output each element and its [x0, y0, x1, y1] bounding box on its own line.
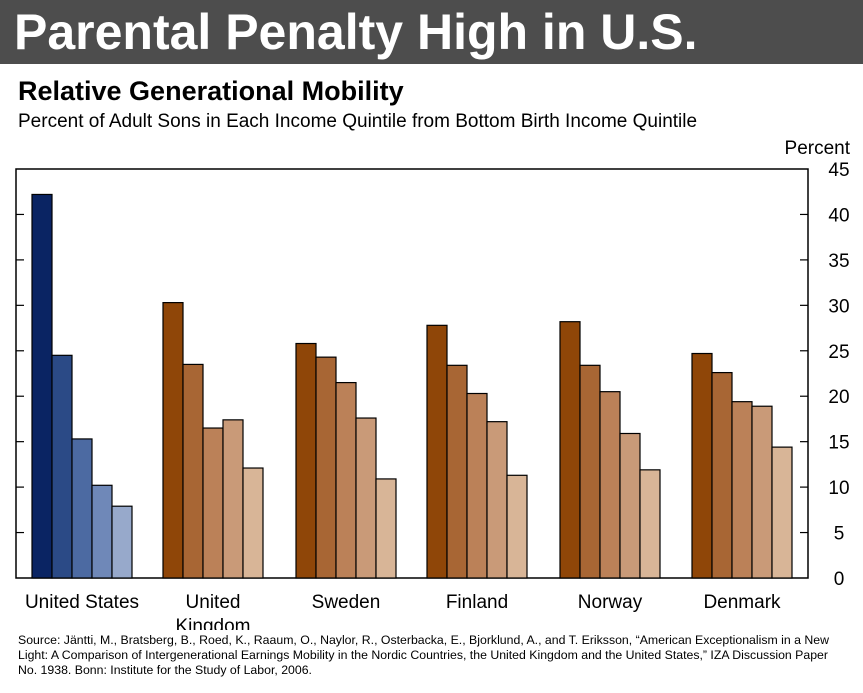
category-label: United	[186, 592, 241, 613]
bar	[335, 381, 357, 579]
bar	[71, 438, 93, 579]
y-tick-label: 10	[828, 478, 849, 499]
title-banner: Parental Penalty High in U.S.	[0, 0, 863, 64]
bar	[315, 356, 337, 579]
bar	[355, 417, 377, 579]
bar	[426, 324, 448, 579]
category-label: Finland	[446, 592, 508, 613]
y-tick-label: 45	[828, 160, 849, 181]
y-tick-label: 5	[834, 524, 845, 545]
y-axis-label: Percent	[785, 138, 851, 159]
bar	[691, 352, 713, 579]
category-label: Sweden	[312, 592, 381, 613]
bar	[639, 469, 661, 579]
category-label: Kingdom	[176, 616, 251, 630]
y-tick-label: 30	[828, 296, 849, 317]
bar	[446, 364, 468, 579]
bar	[295, 342, 317, 579]
chart-title: Relative Generational Mobility	[18, 76, 404, 106]
bar	[162, 302, 184, 579]
plot-frame	[15, 168, 809, 579]
bar	[579, 364, 601, 579]
bar	[31, 193, 53, 579]
bar	[242, 467, 264, 579]
y-tick-label: 35	[828, 251, 849, 272]
category-label: United States	[25, 592, 139, 613]
source-note: Source: Jäntti, M., Bratsberg, B., Roed,…	[18, 633, 830, 677]
bar	[91, 484, 113, 579]
bar	[202, 427, 224, 579]
y-tick-label: 40	[828, 205, 849, 226]
bar	[619, 432, 641, 579]
y-tick-label: 0	[834, 569, 845, 590]
bar	[466, 392, 488, 579]
chart-subtitle: Percent of Adult Sons in Each Income Qui…	[18, 111, 698, 132]
bar	[771, 446, 793, 579]
bar	[111, 505, 133, 579]
bar	[751, 405, 773, 579]
bar	[559, 321, 581, 579]
y-tick-label: 20	[828, 387, 849, 408]
bar	[711, 371, 733, 579]
bar	[51, 354, 73, 579]
bar	[599, 391, 621, 579]
y-tick-label: 25	[828, 342, 849, 363]
bar	[222, 419, 244, 579]
bar	[731, 401, 753, 579]
bar	[375, 478, 397, 579]
y-tick-label: 15	[828, 433, 849, 454]
bar	[506, 474, 528, 579]
category-label: Denmark	[703, 592, 781, 613]
page-title: Parental Penalty High in U.S.	[14, 4, 698, 60]
bar	[486, 421, 508, 579]
category-label: Norway	[578, 592, 643, 613]
bar	[182, 363, 204, 579]
